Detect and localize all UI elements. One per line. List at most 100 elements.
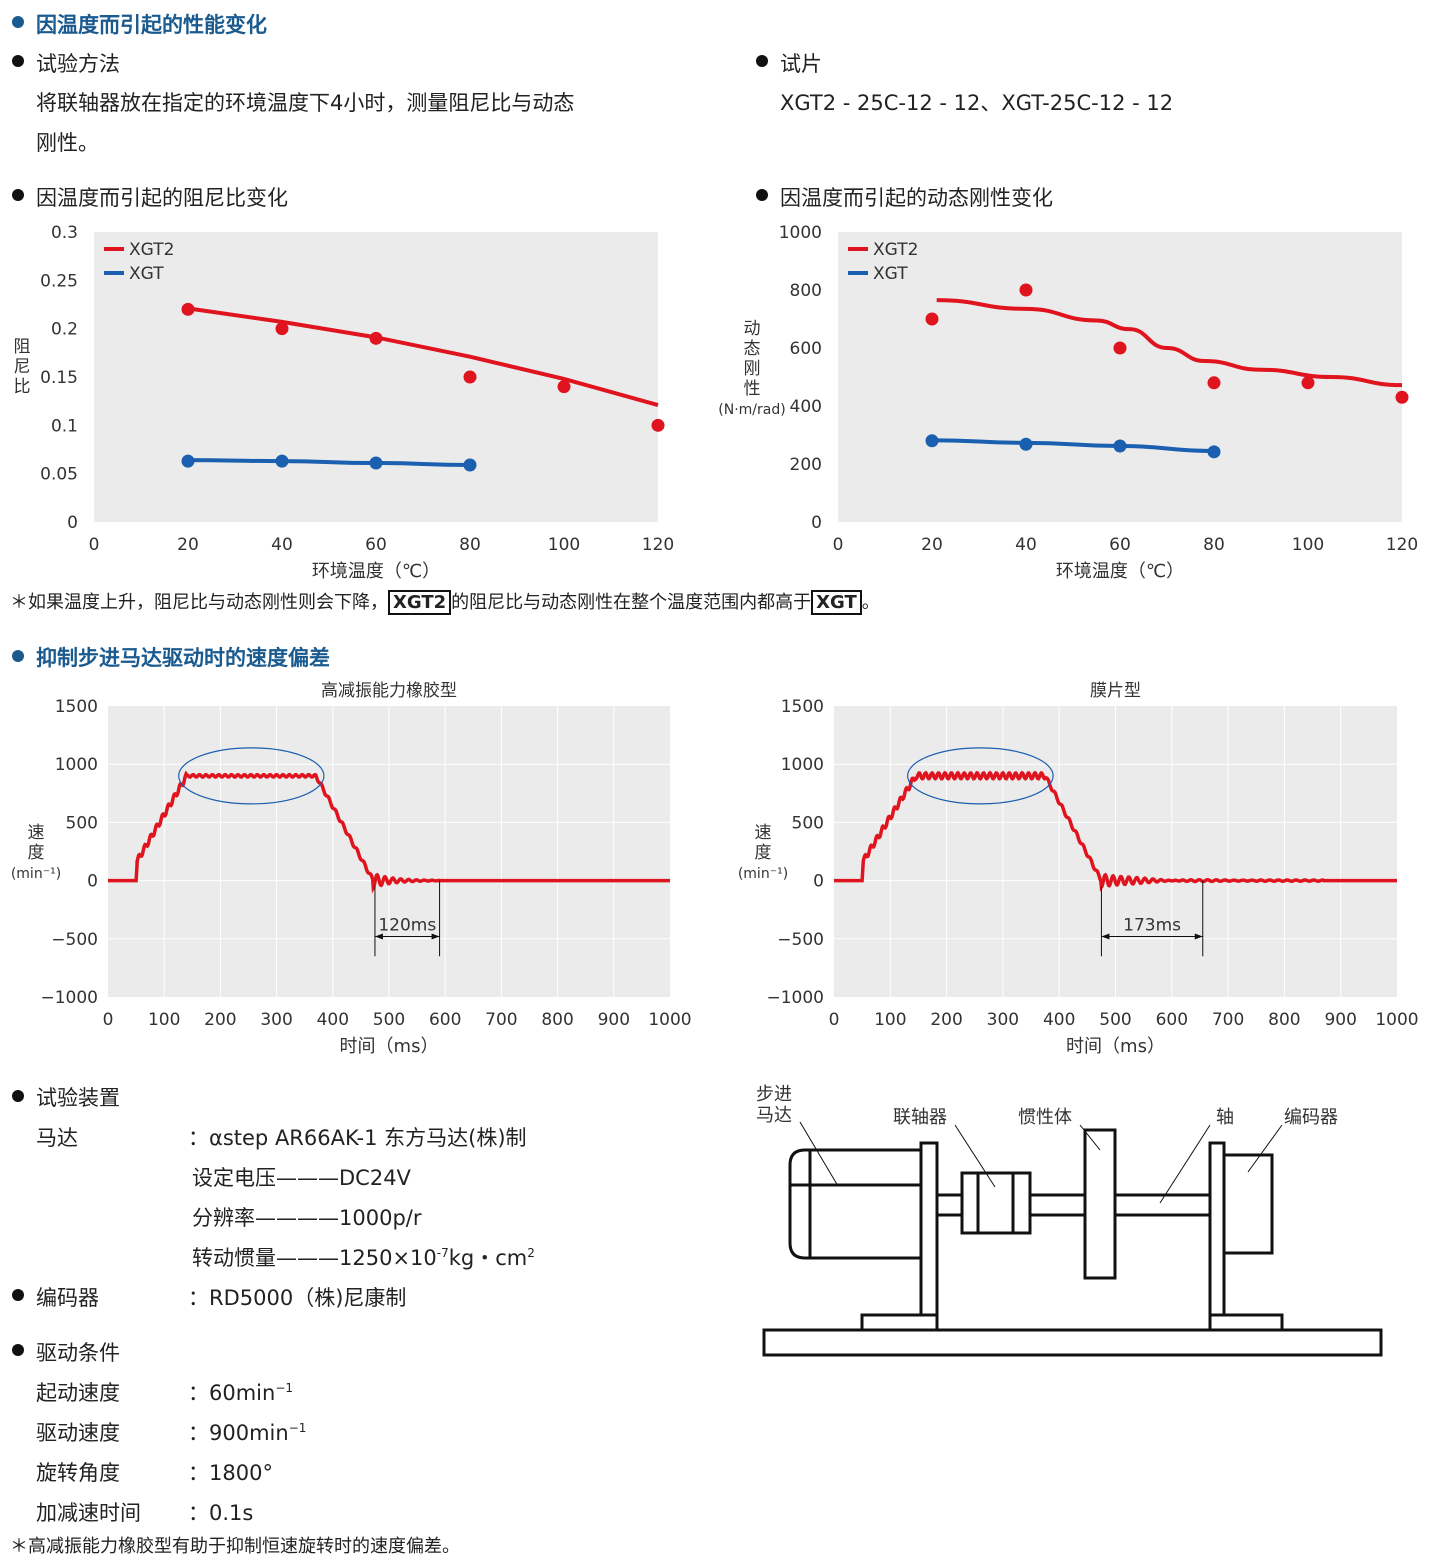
data-point <box>1113 341 1127 355</box>
y-tick-label: 0.2 <box>51 320 78 340</box>
y-tick-label: 0.1 <box>51 416 78 436</box>
y-tick-label: 0 <box>87 872 98 892</box>
y-axis-label: 速 <box>28 823 45 843</box>
sample-label: 试片 <box>780 52 822 76</box>
x-tick-label: 80 <box>459 535 481 555</box>
x-tick-label: 0 <box>103 1010 114 1030</box>
note-text: ＊如果温度上升，阻尼比与动态刚性则会下降， <box>10 592 388 613</box>
x-tick-label: 500 <box>1099 1010 1131 1030</box>
bullet-icon <box>12 16 24 28</box>
condition-value: ：900min−1 <box>188 1417 306 1447</box>
series-line-xgt <box>931 438 1215 453</box>
x-tick-label: 1000 <box>1375 1010 1418 1030</box>
x-axis-label: 时间（ms） <box>340 1036 439 1057</box>
device-label: 试验装置 <box>36 1086 120 1110</box>
data-point <box>1019 283 1033 297</box>
condition-value-text: ：900min <box>188 1421 289 1445</box>
highlight-ellipse <box>907 747 1054 805</box>
x-tick-label: 20 <box>177 535 199 555</box>
data-point <box>181 302 195 316</box>
series-line-xgt <box>187 458 471 467</box>
x-tick-label: 300 <box>260 1010 292 1030</box>
y-tick-label: −500 <box>777 930 824 950</box>
x-axis-label: 环境温度（℃） <box>312 561 440 582</box>
y-tick-label: 600 <box>790 339 822 359</box>
encoder <box>1222 1153 1274 1255</box>
left-support <box>919 1141 939 1317</box>
resolution: 分辨率————1000p/r <box>192 1206 422 1230</box>
x-tick-label: 0 <box>833 535 844 555</box>
x-tick-label: 300 <box>987 1010 1019 1030</box>
x-tick-label: 400 <box>1043 1010 1075 1030</box>
data-point <box>463 458 477 472</box>
y-axis-label: 阻 <box>14 337 31 357</box>
diagram-label-motor: 步进 <box>756 1084 792 1105</box>
x-tick-label: 200 <box>930 1010 962 1030</box>
note: ＊如果温度上升，阻尼比与动态刚性则会下降， XGT2 的阻尼比与动态刚性在整个温度范… <box>10 588 880 615</box>
x-tick-label: 0 <box>89 535 100 555</box>
x-tick-label: 0 <box>829 1010 840 1030</box>
bullet-icon <box>756 189 768 201</box>
xgt2-badge: XGT2 <box>388 590 452 615</box>
condition-exp: −1 <box>288 1421 307 1435</box>
data-point <box>925 312 939 326</box>
leader-line <box>799 1121 839 1187</box>
plot-area <box>94 232 658 522</box>
y-axis-label: 度 <box>28 843 45 863</box>
data-point <box>1207 376 1221 390</box>
data-point <box>275 322 289 336</box>
condition-label: 起动速度 <box>36 1381 120 1405</box>
data-point <box>463 370 477 384</box>
x-axis-label: 环境温度（℃） <box>1056 561 1184 582</box>
motor <box>788 1148 923 1260</box>
condition-label: 加减速时间 <box>36 1501 141 1525</box>
series-line-xgt2 <box>936 298 1403 388</box>
chart-title: 膜片型 <box>1090 681 1141 701</box>
method-text: 刚性。 <box>36 131 99 155</box>
settling-time-label: 120ms <box>378 915 436 935</box>
y-axis-label: (min⁻¹) <box>11 866 61 882</box>
y-tick-label: 500 <box>792 813 824 833</box>
x-tick-label: 600 <box>429 1010 461 1030</box>
inertia-unit-exp: 2 <box>527 1246 535 1260</box>
data-point <box>1301 376 1315 390</box>
x-tick-label: 200 <box>204 1010 236 1030</box>
y-axis-label: 速 <box>755 823 772 843</box>
data-point <box>369 456 383 470</box>
legend-label: XGT2 <box>873 240 918 260</box>
right-support <box>1208 1141 1226 1317</box>
y-tick-label: −1000 <box>766 988 824 1008</box>
left-foot <box>860 1313 939 1332</box>
y-tick-label: 1000 <box>779 223 822 243</box>
legend-label: XGT <box>129 264 164 284</box>
right-foot <box>1208 1313 1284 1332</box>
chart-title: 高减振能力橡胶型 <box>321 681 457 701</box>
y-axis-label: (N·m/rad) <box>718 402 785 418</box>
y-tick-label: 0.15 <box>40 368 78 388</box>
test-rig-diagram <box>762 1121 1383 1357</box>
x-tick-label: 60 <box>365 535 387 555</box>
section-title: 因温度而引起的性能变化 <box>36 13 267 37</box>
x-tick-label: 1000 <box>648 1010 691 1030</box>
encoder-label: 编码器 <box>36 1286 99 1310</box>
x-tick-label: 40 <box>271 535 293 555</box>
x-tick-label: 120 <box>1386 535 1418 555</box>
x-axis-label: 时间（ms） <box>1066 1036 1165 1057</box>
voltage: 设定电压———DC24V <box>192 1166 411 1190</box>
bullet-icon <box>12 1289 24 1301</box>
data-point <box>651 418 665 432</box>
xgt-badge: XGT <box>811 590 862 615</box>
footnote: ＊高减振能力橡胶型有助于抑制恒速旋转时的速度偏差。 <box>10 1536 460 1557</box>
drive-label: 驱动条件 <box>36 1341 120 1365</box>
y-axis-label: 动 <box>744 319 761 339</box>
data-point <box>557 380 571 394</box>
y-axis-label: 尼 <box>14 357 31 377</box>
diagram-label-motor: 马达 <box>756 1105 792 1126</box>
diagram-label-coupling: 联轴器 <box>893 1107 947 1128</box>
y-tick-label: 1000 <box>781 755 824 775</box>
bullet-icon <box>12 189 24 201</box>
sample-text: XGT2 - 25C-12 - 12、XGT-25C-12 - 12 <box>780 91 1174 115</box>
chart-2: 0 20 40 60 80 100 120 0 200 400 600 800 1000 环境温度（℃） 动… <box>718 223 1418 582</box>
x-tick-label: 100 <box>148 1010 180 1030</box>
